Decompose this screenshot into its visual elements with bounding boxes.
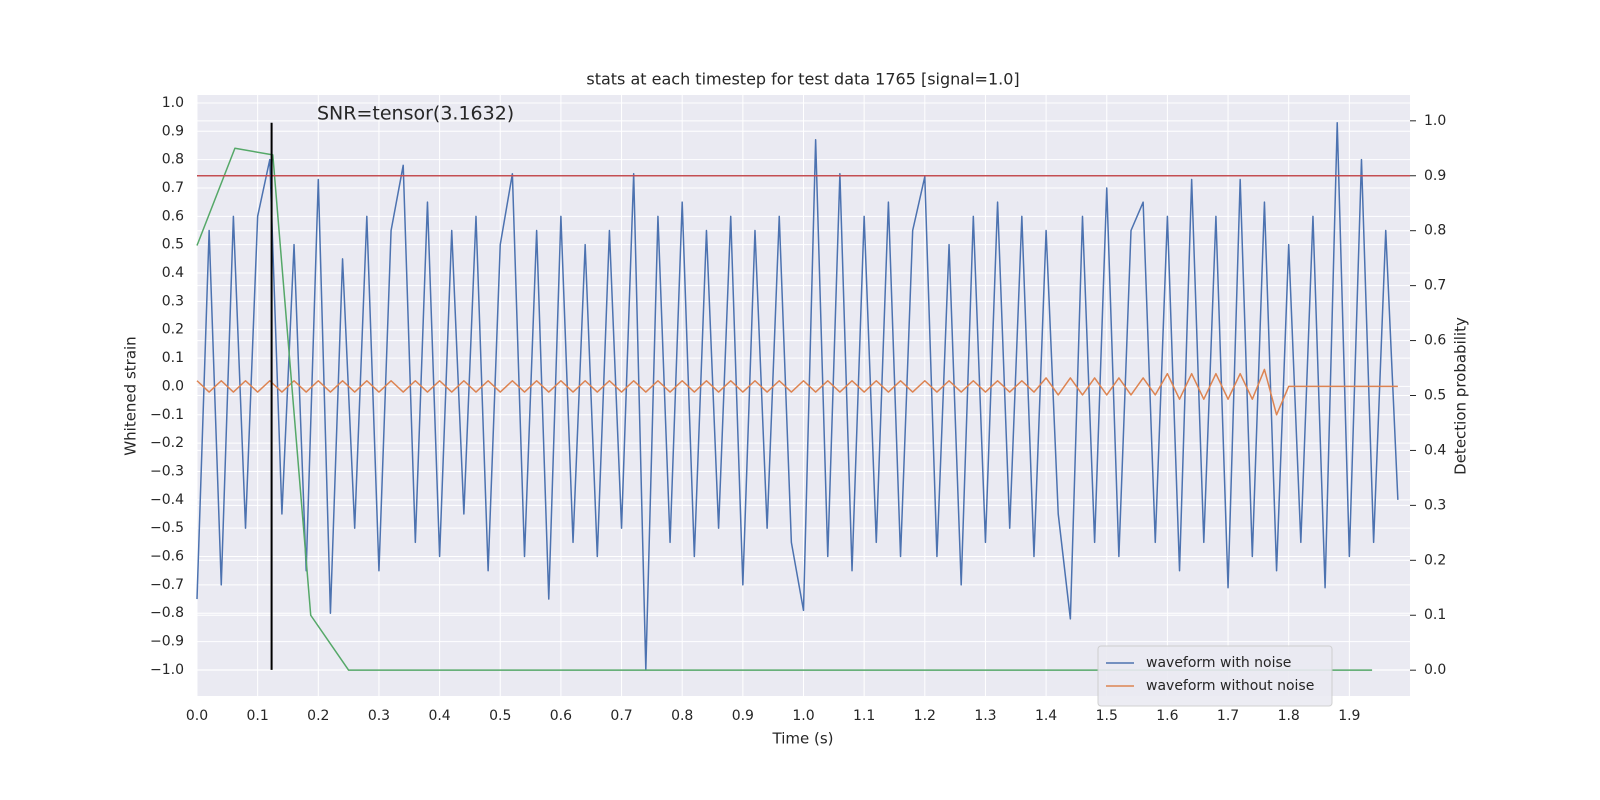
- x-tick-label: 0.5: [489, 708, 511, 724]
- y-tick-label: −1.0: [150, 662, 184, 678]
- chart-title: stats at each timestep for test data 176…: [586, 70, 1019, 89]
- y-axis-label: Whitened strain: [122, 336, 140, 455]
- y2-tick-label: 0.6: [1424, 333, 1446, 349]
- legend-label: waveform without noise: [1146, 678, 1314, 694]
- x-tick-label: 1.8: [1278, 708, 1300, 724]
- y-tick-label: −0.6: [150, 549, 184, 565]
- x-tick-label: 0.1: [247, 708, 269, 724]
- y2-tick-label: 0.7: [1424, 278, 1446, 294]
- y-tick-label: −0.1: [150, 407, 184, 423]
- legend: waveform with noise waveform without nois…: [1097, 645, 1333, 707]
- x-tick-label: 1.4: [1035, 708, 1057, 724]
- x-tick-label: 1.7: [1217, 708, 1239, 724]
- x-tick-label: 1.3: [974, 708, 996, 724]
- y-tick-label: 0.3: [162, 293, 184, 309]
- series-line: [196, 368, 1398, 416]
- y2-tick-label: 0.2: [1424, 552, 1446, 568]
- y-tick-label: 0.4: [162, 265, 184, 281]
- y-tick-label: −0.9: [150, 634, 184, 650]
- legend-label: waveform with noise: [1146, 655, 1291, 671]
- x-tick-label: 1.2: [914, 708, 936, 724]
- x-tick-label: 0.8: [671, 708, 693, 724]
- x-axis-label: Time (s): [772, 730, 834, 748]
- marks: [196, 122, 1410, 671]
- y-tick-label: −0.8: [150, 605, 184, 621]
- y2-tick-label: 0.4: [1424, 442, 1446, 458]
- y2-tick-label: 0.9: [1424, 168, 1446, 184]
- y-tick-label: 0.9: [162, 123, 184, 139]
- y2-tick-label: 0.5: [1424, 388, 1446, 404]
- x-tick-label: 1.9: [1338, 708, 1360, 724]
- y-tick-label: 0.1: [162, 350, 184, 366]
- x-tick-label: 1.5: [1096, 708, 1118, 724]
- y2-tick-label: 0.3: [1424, 497, 1446, 513]
- y-tick-label: −0.3: [150, 463, 184, 479]
- x-tick-label: 0.2: [307, 708, 329, 724]
- x-tick-label: 1.0: [792, 708, 814, 724]
- x-tick-label: 0.6: [550, 708, 572, 724]
- x-tick-label: 1.1: [853, 708, 875, 724]
- y2-tick-label: 0.1: [1424, 607, 1446, 623]
- y-tick-label: 0.2: [162, 322, 184, 338]
- y-tick-label: 0.8: [162, 152, 184, 168]
- x-tick-label: 0.3: [368, 708, 390, 724]
- y-tick-label: −0.4: [150, 492, 184, 508]
- x-tick-label: 0.9: [732, 708, 754, 724]
- series-line: [196, 122, 1399, 671]
- y-tick-label: −0.7: [150, 577, 184, 593]
- x-tick-label: 0.4: [428, 708, 450, 724]
- y2-tick-label: 1.0: [1424, 113, 1446, 129]
- y-tick-label: 0.0: [162, 378, 184, 394]
- y-tick-label: 1.0: [162, 95, 184, 111]
- y2-tick-label: 0.8: [1424, 223, 1446, 239]
- y-tick-label: 0.7: [162, 180, 184, 196]
- x-tick-label: 1.6: [1156, 708, 1178, 724]
- y2-axis-label: Detection probability: [1452, 317, 1470, 475]
- y-tick-label: 0.5: [162, 237, 184, 253]
- x-tick-label: 0.7: [610, 708, 632, 724]
- y-tick-label: −0.2: [150, 435, 184, 451]
- y-tick-label: −0.5: [150, 520, 184, 536]
- y2-tick-label: 0.0: [1424, 662, 1446, 678]
- annotation: SNR=tensor(3.1632): [317, 103, 514, 125]
- y-tick-label: 0.6: [162, 208, 184, 224]
- x-tick-label: 0.0: [186, 708, 208, 724]
- legend-box: [1097, 645, 1333, 707]
